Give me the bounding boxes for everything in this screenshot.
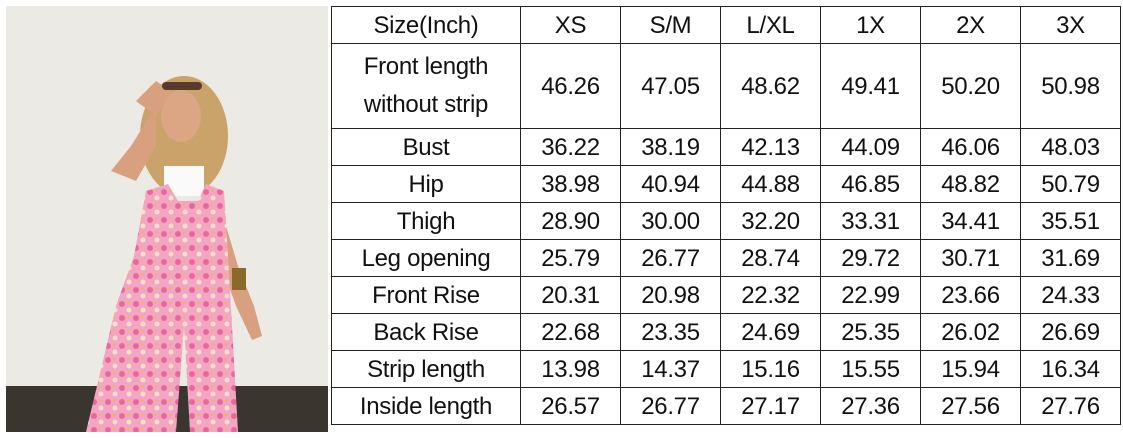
measurement-value: 26.57	[520, 387, 621, 425]
model-photo	[6, 6, 328, 432]
header-size: XS	[520, 6, 621, 44]
measurement-value: 47.05	[620, 43, 721, 129]
measurement-value: 44.09	[820, 128, 921, 166]
measurement-value: 26.69	[1020, 313, 1121, 351]
measurement-value: 25.79	[520, 239, 621, 277]
measurement-value: 32.20	[720, 202, 821, 240]
measurement-value: 29.72	[820, 239, 921, 277]
measurement-value: 34.41	[920, 202, 1021, 240]
measurement-value: 23.35	[620, 313, 721, 351]
measurement-value: 48.82	[920, 165, 1021, 203]
measurement-label: Strip length	[331, 350, 521, 388]
size-chart-table: Size(Inch) XS S/M L/XL 1X 2X 3X Front length wit…	[331, 6, 1121, 425]
measurement-value: 15.94	[920, 350, 1021, 388]
measurement-value: 20.31	[520, 276, 621, 314]
measurement-value: 28.74	[720, 239, 821, 277]
measurement-value: 24.33	[1020, 276, 1121, 314]
measurement-value: 31.69	[1020, 239, 1121, 277]
measurement-label: Bust	[331, 128, 521, 166]
measurement-label: Hip	[331, 165, 521, 203]
measurement-value: 24.69	[720, 313, 821, 351]
table-row: Inside length 26.57 26.77 27.17 27.36 27.56 27…	[331, 387, 1121, 425]
header-size: 3X	[1020, 6, 1121, 44]
measurement-value: 22.68	[520, 313, 621, 351]
measurement-value: 36.22	[520, 128, 621, 166]
measurement-value: 48.03	[1020, 128, 1121, 166]
measurement-label-line: without strip	[363, 91, 489, 118]
measurement-value: 50.98	[1020, 43, 1121, 129]
measurement-value: 27.76	[1020, 387, 1121, 425]
table-row: Front Rise 20.31 20.98 22.32 22.99 23.66 24.33	[331, 276, 1121, 314]
measurement-value: 25.35	[820, 313, 921, 351]
measurement-value: 46.26	[520, 43, 621, 129]
table-row: Bust 36.22 38.19 42.13 44.09 46.06 48.03	[331, 128, 1121, 166]
table-row: Back Rise 22.68 23.35 24.69 25.35 26.02 26.69	[331, 313, 1121, 351]
header-size: 2X	[920, 6, 1021, 44]
table-row: Leg opening 25.79 26.77 28.74 29.72 30.71 31.6…	[331, 239, 1121, 277]
measurement-value: 27.56	[920, 387, 1021, 425]
measurement-value: 42.13	[720, 128, 821, 166]
measurement-value: 38.98	[520, 165, 621, 203]
header-size: 1X	[820, 6, 921, 44]
measurement-value: 50.79	[1020, 165, 1121, 203]
measurement-value: 15.55	[820, 350, 921, 388]
measurement-value: 48.62	[720, 43, 821, 129]
measurement-value: 23.66	[920, 276, 1021, 314]
measurement-label-line: Front length	[363, 53, 489, 80]
measurement-value: 40.94	[620, 165, 721, 203]
measurement-value: 22.32	[720, 276, 821, 314]
measurement-value: 26.77	[620, 387, 721, 425]
measurement-value: 13.98	[520, 350, 621, 388]
measurement-value: 14.37	[620, 350, 721, 388]
measurement-label: Leg opening	[331, 239, 521, 277]
table-row: Hip 38.98 40.94 44.88 46.85 48.82 50.79	[331, 165, 1121, 203]
measurement-value: 30.71	[920, 239, 1021, 277]
measurement-value: 49.41	[820, 43, 921, 129]
measurement-value: 27.17	[720, 387, 821, 425]
measurement-value: 20.98	[620, 276, 721, 314]
measurement-value: 27.36	[820, 387, 921, 425]
measurement-value: 35.51	[1020, 202, 1121, 240]
header-size: S/M	[620, 6, 721, 44]
measurement-label: Front length without strip	[331, 43, 521, 129]
measurement-value: 16.34	[1020, 350, 1121, 388]
measurement-value: 46.85	[820, 165, 921, 203]
header-size-label: Size(Inch)	[331, 6, 521, 44]
measurement-value: 50.20	[920, 43, 1021, 129]
measurement-value: 28.90	[520, 202, 621, 240]
measurement-label: Inside length	[331, 387, 521, 425]
header-size: L/XL	[720, 6, 821, 44]
measurement-value: 22.99	[820, 276, 921, 314]
measurement-value: 44.88	[720, 165, 821, 203]
measurement-value: 26.77	[620, 239, 721, 277]
table-row: Thigh 28.90 30.00 32.20 33.31 34.41 35.51	[331, 202, 1121, 240]
measurement-value: 26.02	[920, 313, 1021, 351]
measurement-label: Back Rise	[331, 313, 521, 351]
measurement-label: Thigh	[331, 202, 521, 240]
header-row: Size(Inch) XS S/M L/XL 1X 2X 3X	[331, 6, 1121, 44]
measurement-value: 38.19	[620, 128, 721, 166]
measurement-label: Front Rise	[331, 276, 521, 314]
measurement-value: 33.31	[820, 202, 921, 240]
measurement-value: 15.16	[720, 350, 821, 388]
table-row: Front length without strip 46.26 47.05 48.62…	[331, 43, 1121, 129]
measurement-value: 46.06	[920, 128, 1021, 166]
measurement-value: 30.00	[620, 202, 721, 240]
table-row: Strip length 13.98 14.37 15.16 15.55 15.94 16.…	[331, 350, 1121, 388]
